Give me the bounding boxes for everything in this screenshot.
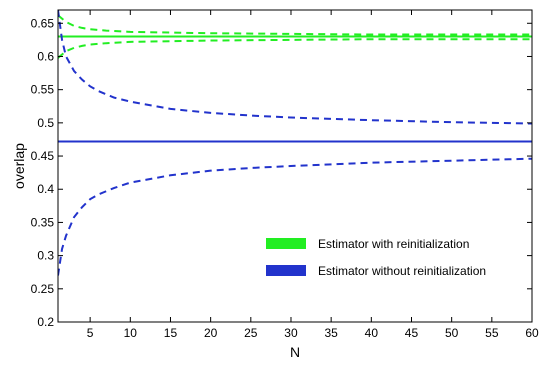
legend-label: Estimator without reinitialization <box>318 264 486 278</box>
x-tick-label: 55 <box>485 326 499 340</box>
y-tick-label: 0.45 <box>31 149 55 163</box>
legend: Estimator with reinitialization Estimator… <box>266 237 486 278</box>
series-line-4 <box>58 10 532 125</box>
series-line-1 <box>58 14 532 36</box>
y-tick-label: 0.65 <box>31 16 55 30</box>
x-tick-label: 50 <box>445 326 459 340</box>
y-tick-label: 0.35 <box>31 215 55 229</box>
x-tick-label: 5 <box>87 326 94 340</box>
series-line-2 <box>58 38 532 59</box>
series-layer <box>58 10 532 276</box>
y-tick-label: 0.2 <box>37 315 54 329</box>
x-tick-label: 40 <box>365 326 379 340</box>
x-tick-label: 60 <box>525 326 539 340</box>
legend-label: Estimator with reinitialization <box>318 237 469 251</box>
y-tick-label: 0.25 <box>31 282 55 296</box>
y-tick-label: 0.6 <box>37 49 54 63</box>
y-tick-label: 0.55 <box>31 83 55 97</box>
x-tick-label: 15 <box>164 326 178 340</box>
x-tick-label: 35 <box>324 326 338 340</box>
x-axis-label: N <box>290 344 300 360</box>
legend-swatch <box>266 265 306 276</box>
y-tick-label: 0.3 <box>37 249 54 263</box>
x-tick-label: 25 <box>244 326 258 340</box>
y-tick-label: 0.5 <box>37 116 54 130</box>
x-tick-label: 30 <box>284 326 298 340</box>
x-tick-label: 20 <box>204 326 218 340</box>
legend-swatch <box>266 238 306 249</box>
tick-layer: 5 10 15 20 25 30 35 40 45 50 55 60 0.2 0.25 0.3 0.35 0.4… <box>31 10 539 340</box>
y-axis-label: overlap <box>11 143 27 189</box>
plot-frame <box>57 9 533 323</box>
y-tick-label: 0.4 <box>37 182 54 196</box>
x-tick-label: 45 <box>405 326 419 340</box>
series-line-5 <box>58 157 532 276</box>
x-tick-label: 10 <box>124 326 138 340</box>
